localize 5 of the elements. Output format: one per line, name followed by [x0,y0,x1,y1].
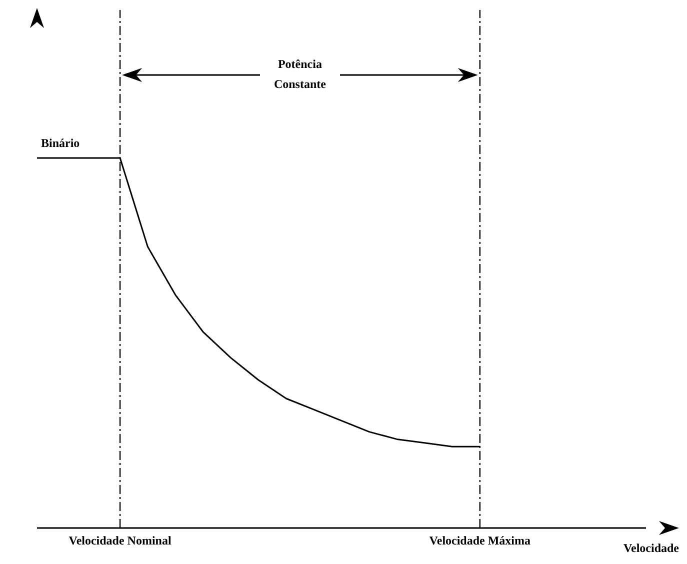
y-axis-title: Binário [41,136,80,151]
x-tick-label: Velocidade Máxima [429,534,531,548]
text: Potência Constante [260,54,340,94]
x-axis-title: Velocidade [623,541,679,556]
x-tick-label: Velocidade Nominal [68,534,172,548]
